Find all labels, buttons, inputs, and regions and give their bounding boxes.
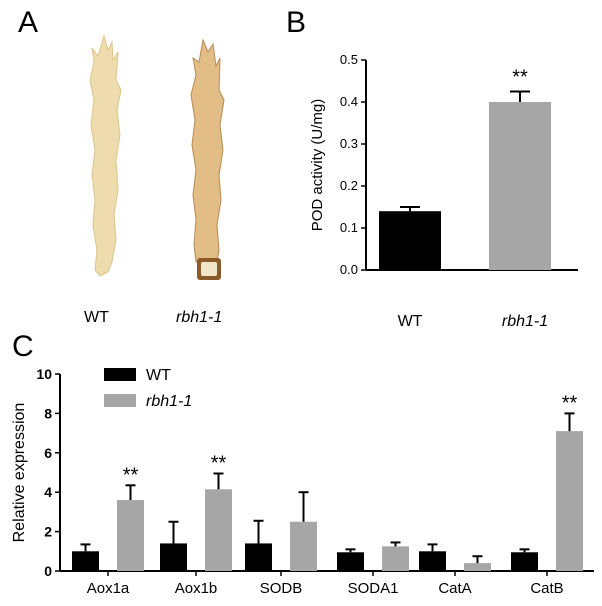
x-tick-label: SODA1 [348,580,399,597]
x-tick-label: SODB [260,580,303,597]
chart-b: 0.0 0.1 0.2 0.3 0.4 0.5 POD activity (U/mg) WT *… [309,52,578,330]
y-tick-label: 0.4 [340,94,358,109]
y-tick-label: 10 [36,366,52,382]
x-tick-label: CatB [530,580,563,597]
x-tick-label: rbh1-1 [502,313,548,330]
y-tick-label: 6 [44,445,52,461]
bar-CatB-WT [511,552,538,571]
bar-CatA-rbh1-1 [464,563,491,571]
panel-b-letter: B [286,6,307,39]
bar-SODA1-WT [337,552,364,571]
significance-label: ** [123,464,139,486]
x-tick-label: CatA [438,580,471,597]
y-tick-label: 0.3 [340,136,358,151]
legend-label-WT: WT [146,367,171,384]
y-axis-label: POD activity (U/mg) [309,99,326,232]
legend-label-rbh1-1: rbh1-1 [146,393,192,410]
bar-Aox1b-WT [160,543,187,571]
bar-CatB-rbh1-1 [556,431,583,571]
legend: WT rbh1-1 [104,367,192,410]
mutant-tissue-image [190,38,225,263]
bar-rbh1-1 [489,102,551,270]
legend-swatch-rbh1-1 [104,394,136,407]
y-axis-label: Relative expression [11,403,28,543]
bar-SODA1-rbh1-1 [382,546,409,571]
panel-c-letter: C [12,330,34,363]
panel-a-images [89,34,225,280]
significance-label: ** [211,452,227,474]
y-tick-label: 4 [44,484,52,500]
bar-CatA-WT [419,551,446,571]
panel-a-mutant-label: rbh1-1 [176,309,223,326]
panel-a-wt-label: WT [84,309,109,326]
y-tick-label: 0.2 [340,178,358,193]
y-tick-label: 0.1 [340,220,358,235]
legend-swatch-WT [104,368,136,381]
y-tick-label: 0.0 [340,262,358,277]
mutant-tissue-base-inner [201,262,217,276]
x-tick-label: Aox1b [175,580,218,597]
y-tick-label: 0.5 [340,52,358,67]
wt-tissue-image [89,34,122,277]
x-tick-label: Aox1a [87,580,130,597]
y-tick-label: 8 [44,405,52,421]
significance-label: ** [562,392,578,414]
bar-Aox1a-rbh1-1 [117,500,144,571]
x-tick-label: WT [398,313,423,330]
y-tick-label: 2 [44,524,52,540]
y-tick-label: 0 [44,563,52,579]
panel-a-letter: A [18,6,39,39]
bar-SODB-WT [245,543,272,571]
significance-label: ** [512,67,528,89]
bar-SODB-rbh1-1 [290,521,317,571]
bar-Aox1a-WT [72,551,99,571]
bar-WT [379,211,441,270]
bar-Aox1b-rbh1-1 [205,489,232,571]
chart-c: 0 2 4 6 8 10 Relative expression ** Aox1a ** Aox1b… [11,366,594,597]
